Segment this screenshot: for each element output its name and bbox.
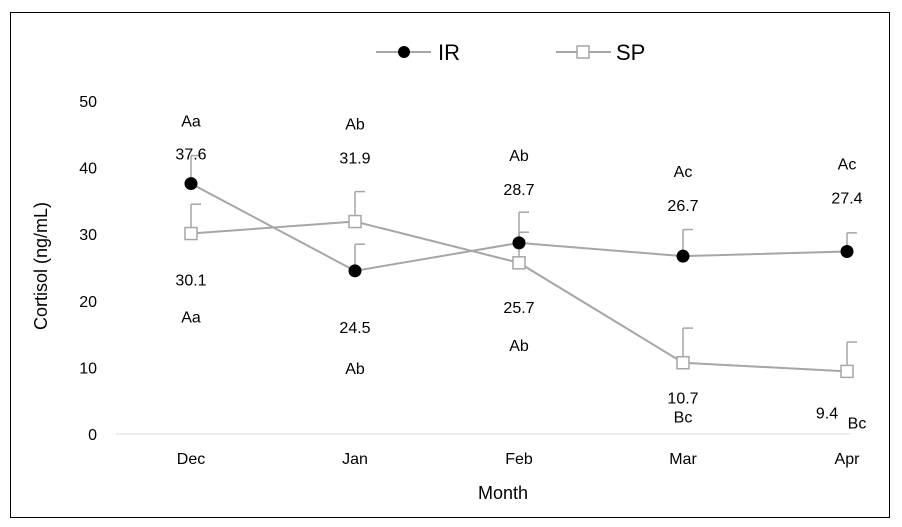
legend-marker-sp: [576, 45, 590, 59]
letter-label-ir-2: Ab: [509, 148, 529, 165]
value-label-sp-1: 31.9: [339, 151, 370, 168]
x-axis-title: Month: [478, 483, 528, 503]
legend: IR SP: [376, 40, 645, 65]
value-label-ir-1: 24.5: [339, 320, 370, 337]
x-tick-label-feb: Feb: [505, 451, 533, 468]
y-tick-label-40: 40: [79, 161, 97, 178]
data-labels: 37.6 Aa 24.5 Ab 28.7 Ab 26.7 Ac 27.4 Ac 30.1 Aa 31.9…: [175, 114, 866, 433]
cortisol-line-chart: 0 10 20 30 40 50 Dec Jan Feb Mar Apr 37.6 Aa 24.5 Ab 2…: [31, 40, 866, 503]
y-tick-label-0: 0: [88, 427, 97, 444]
y-tick-label-30: 30: [79, 227, 97, 244]
value-label-sp-0: 30.1: [175, 273, 206, 290]
x-tick-label-jan: Jan: [342, 451, 368, 468]
point-ir-4: [840, 245, 854, 259]
point-sp-3: [676, 355, 690, 370]
value-label-ir-0: 37.6: [175, 147, 206, 164]
value-label-sp-2: 25.7: [503, 300, 534, 317]
y-tick-label-20: 20: [79, 294, 97, 311]
y-tick-label-10: 10: [79, 360, 97, 377]
point-ir-3: [676, 249, 690, 263]
letter-label-sp-0: Aa: [181, 310, 201, 327]
y-tick-label-50: 50: [79, 94, 97, 111]
point-sp-2: [512, 256, 526, 270]
letter-label-sp-3: Bc: [674, 410, 693, 427]
axes: 0 10 20 30 40 50 Dec Jan Feb Mar Apr: [79, 94, 860, 468]
y-axis-title: Cortisol (ng/mL): [31, 202, 51, 330]
chart-frame: 0 10 20 30 40 50 Dec Jan Feb Mar Apr 37.6 Aa 24.5 Ab 2…: [10, 12, 890, 518]
series-markers: [184, 177, 854, 379]
point-sp-4: [840, 364, 854, 379]
point-ir-2: [512, 236, 526, 250]
point-ir-1: [348, 264, 362, 278]
legend-marker-ir: [398, 46, 410, 58]
legend-label-sp: SP: [616, 40, 645, 65]
letter-label-sp-2: Ab: [509, 338, 529, 355]
letter-label-sp-4: Bc: [848, 415, 867, 432]
x-tick-label-dec: Dec: [177, 451, 205, 468]
point-ir-0: [184, 177, 198, 191]
value-label-sp-3: 10.7: [667, 391, 698, 408]
point-sp-1: [348, 214, 362, 229]
point-sp-0: [184, 226, 198, 241]
value-label-ir-3: 26.7: [667, 198, 698, 215]
value-label-ir-2: 28.7: [503, 182, 534, 199]
letter-label-ir-3: Ac: [674, 164, 693, 181]
letter-label-ir-1: Ab: [345, 361, 365, 378]
value-label-ir-4: 27.4: [831, 191, 862, 208]
legend-label-ir: IR: [438, 40, 460, 65]
x-tick-label-apr: Apr: [835, 451, 861, 468]
x-tick-label-mar: Mar: [669, 451, 697, 468]
letter-label-sp-1: Ab: [345, 117, 365, 134]
letter-label-ir-0: Aa: [181, 114, 201, 131]
letter-label-ir-4: Ac: [838, 157, 857, 174]
value-label-sp-4: 9.4: [816, 405, 838, 422]
